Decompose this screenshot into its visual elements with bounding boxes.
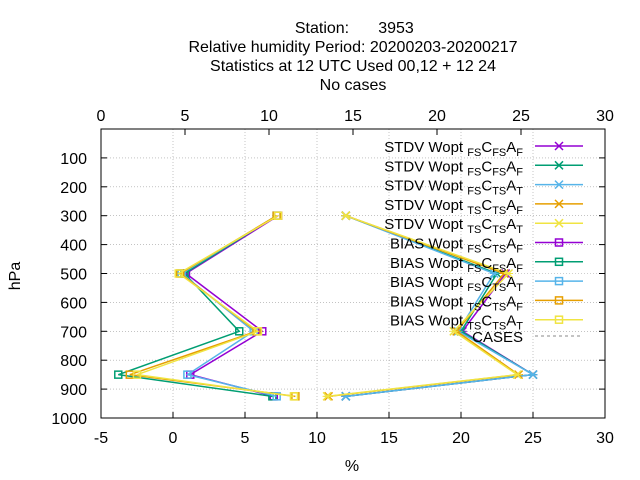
series-line xyxy=(136,215,295,398)
legend-entry: STDV Wopt FSCTSAT xyxy=(384,178,583,198)
series-line xyxy=(129,215,296,398)
x2-tick-label: 15 xyxy=(344,108,362,125)
x-tick-label: 0 xyxy=(169,430,178,447)
y-tick-label: 500 xyxy=(60,267,87,284)
y-tick-label: 400 xyxy=(60,238,87,255)
data-point xyxy=(253,327,263,336)
x2-tick-label: 0 xyxy=(97,108,106,125)
legend-entry: BIAS Wopt TSCTSAT xyxy=(390,313,583,333)
title-line-4: No cases xyxy=(320,77,387,94)
legend-label: STDV Wopt TSCTSAT xyxy=(384,216,523,236)
x2-tick-label: 30 xyxy=(596,108,614,125)
series-bias-8 xyxy=(125,211,300,401)
station-id: 3953 xyxy=(378,20,414,37)
data-point xyxy=(114,370,123,379)
axes: -5 0 5 10 15 20 25 300 5 10 15 20 25 3010020030040050… xyxy=(51,108,614,447)
legend-swatch-marker xyxy=(554,257,564,267)
y-tick-label: 300 xyxy=(60,209,87,226)
series-bias-5 xyxy=(181,211,283,401)
legend-label: STDV Wopt FSCTSAT xyxy=(384,178,523,198)
data-point xyxy=(503,268,514,279)
title-line-2: Relative humidity Period: 20200203-20200… xyxy=(188,39,517,56)
data-point xyxy=(174,269,184,278)
data-point xyxy=(512,370,522,380)
legend-label: STDV Wopt FSCFSAF xyxy=(384,158,523,178)
legend-entry: STDV Wopt TSCTSAF xyxy=(384,197,583,217)
legend-swatch-marker xyxy=(554,180,564,190)
x-tick-label: 30 xyxy=(596,430,614,447)
legend-entry-cases: CASES xyxy=(472,329,583,346)
x2-tick-label: 25 xyxy=(512,108,530,125)
station-label: Station: xyxy=(295,20,349,37)
x-tick-label: 25 xyxy=(524,430,542,447)
legend-entry: BIAS Wopt TSCTSAF xyxy=(390,293,583,313)
legend-swatch-marker xyxy=(554,141,564,151)
x-tick-label: -5 xyxy=(94,430,108,447)
x-tick-label: 15 xyxy=(380,430,398,447)
y-axis-label: hPa xyxy=(7,262,24,291)
legend-entry: BIAS Wopt FSCTSAF xyxy=(390,236,583,256)
x2-tick-label: 10 xyxy=(260,108,278,125)
legend-entry: BIAS Wopt FSCFSAF xyxy=(390,255,583,275)
chart-title: Station: 3953 Relative humidity Period: … xyxy=(188,20,517,94)
data-point xyxy=(272,392,281,401)
legend-swatch-marker xyxy=(554,315,564,324)
data-point xyxy=(273,211,283,220)
data-point xyxy=(449,326,459,336)
data-point xyxy=(528,370,538,380)
x-tick-label: 10 xyxy=(308,430,326,447)
y-tick-label: 600 xyxy=(60,295,87,312)
y-tick-label: 700 xyxy=(60,324,87,341)
legend-swatch-marker xyxy=(554,238,564,247)
legend-label: BIAS Wopt FSCTSAT xyxy=(390,274,523,294)
y-tick-label: 100 xyxy=(60,151,87,168)
series-stdv-4 xyxy=(322,211,522,401)
data-point xyxy=(322,391,332,401)
data-point xyxy=(234,327,244,336)
data-point xyxy=(132,370,142,379)
data-point xyxy=(183,370,192,379)
series-bias-9 xyxy=(132,211,299,401)
legend-entry: STDV Wopt FSCFSAF xyxy=(384,139,583,159)
series-layer xyxy=(114,211,538,401)
legend-label: STDV Wopt FSCFSAF xyxy=(384,139,523,159)
x-tick-label: 5 xyxy=(241,430,250,447)
legend-label: BIAS Wopt FSCFSAF xyxy=(390,255,523,275)
x2-tick-label: 5 xyxy=(181,108,190,125)
y-tick-label: 800 xyxy=(60,353,87,370)
x-axis-label: % xyxy=(345,458,359,475)
legend-entry: STDV Wopt FSCFSAF xyxy=(384,158,583,178)
y-tick-label: 900 xyxy=(60,382,87,399)
legend-swatch-marker xyxy=(554,218,564,228)
y-tick-label: 1000 xyxy=(51,411,87,428)
legend-swatch-marker xyxy=(554,160,564,170)
title-line-3: Statistics at 12 UTC Used 00,12 + 12 24 xyxy=(210,58,496,75)
legend-label: STDV Wopt TSCTSAF xyxy=(384,197,523,217)
legend-entry: STDV Wopt TSCTSAT xyxy=(384,216,583,236)
legend-swatch-marker xyxy=(554,199,564,209)
legend-entry: BIAS Wopt FSCTSAT xyxy=(390,274,583,294)
data-point xyxy=(289,392,299,401)
legend-swatch-marker xyxy=(554,276,564,286)
legend-label: BIAS Wopt FSCTSAF xyxy=(390,236,523,256)
data-point xyxy=(341,211,351,221)
legend-swatch-marker xyxy=(554,296,564,305)
y-tick-label: 200 xyxy=(60,180,87,197)
legend-label-cases: CASES xyxy=(472,329,523,346)
legend-label: BIAS Wopt TSCTSAT xyxy=(390,313,523,333)
x-tick-label: 20 xyxy=(452,430,470,447)
series-line xyxy=(118,215,278,398)
x2-tick-label: 20 xyxy=(428,108,446,125)
legend-label: BIAS Wopt TSCTSAF xyxy=(390,293,523,313)
